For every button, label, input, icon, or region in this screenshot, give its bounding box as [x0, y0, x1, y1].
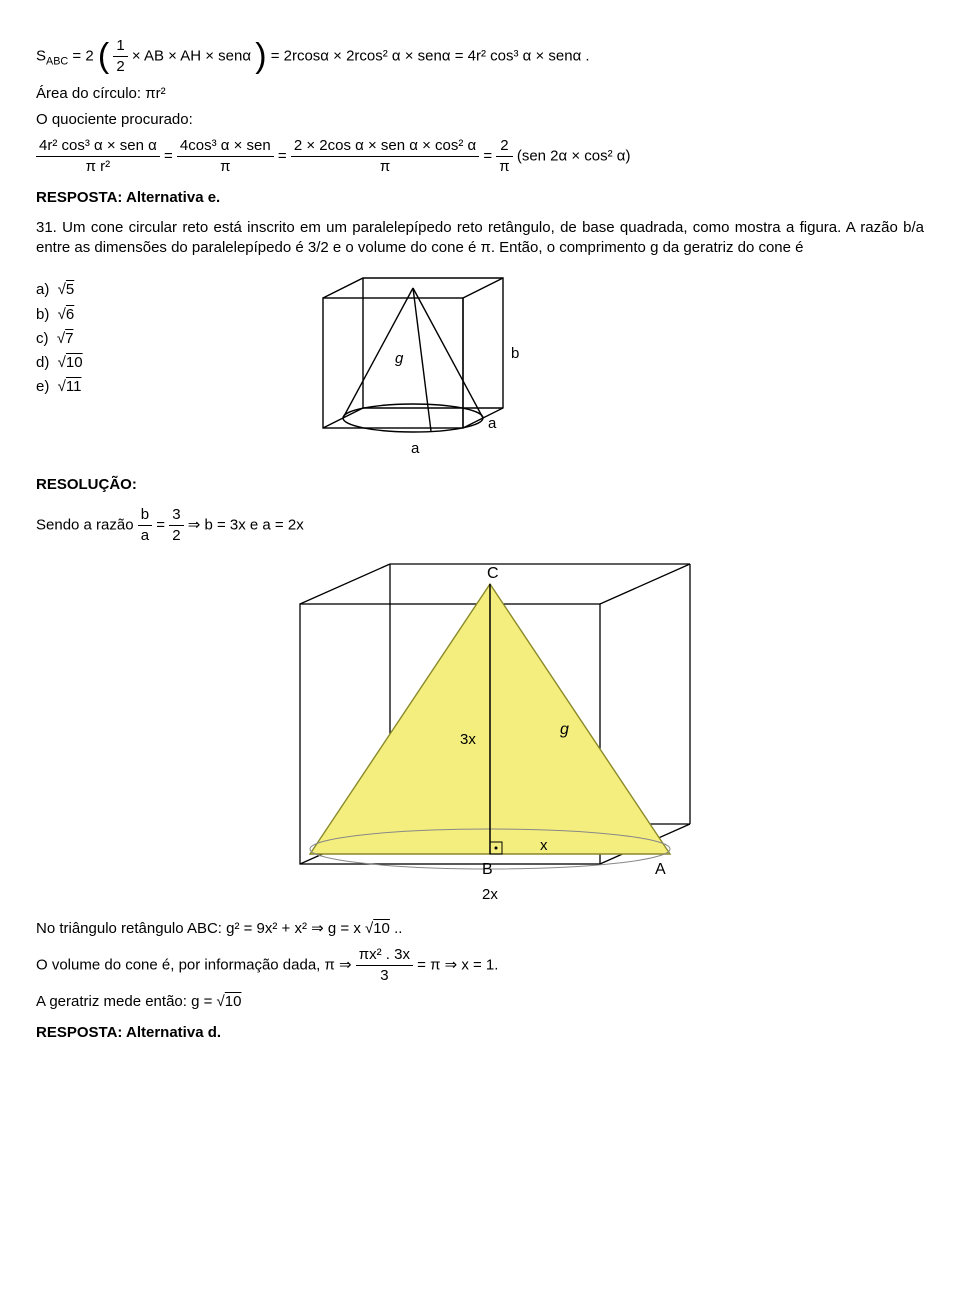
quotient-label: O quociente procurado:: [36, 110, 924, 130]
frac3: 2 × 2cos α × sen α × cos² α π: [291, 136, 479, 178]
frac-half: 1 2: [113, 36, 127, 78]
den: π: [291, 157, 479, 177]
option-b: b) √6: [36, 305, 83, 325]
den: π: [496, 157, 512, 177]
den: 3: [356, 966, 413, 986]
num: 4cos³ α × sen: [177, 136, 274, 157]
label-a-side: a: [488, 415, 497, 432]
label-b: b: [511, 345, 519, 362]
area-circle: Área do círculo: πr²: [36, 84, 924, 104]
label-A: A: [655, 861, 666, 878]
label-3x: 3x: [460, 731, 476, 748]
eq: =: [164, 148, 177, 165]
num: πx² . 3x: [356, 945, 413, 966]
paren-rest: × AB × AH × senα: [132, 48, 251, 65]
frac4: 2 π: [496, 136, 512, 178]
answer-e: RESPOSTA: Alternativa e.: [36, 188, 924, 208]
opt-val: 10: [66, 354, 83, 371]
opt-val: 11: [66, 378, 82, 395]
option-a: a) √5: [36, 280, 83, 300]
opt-val: 7: [65, 330, 73, 347]
den: a: [138, 526, 152, 546]
opt-label: d): [36, 354, 49, 371]
option-c: c) √7: [36, 329, 83, 349]
tri-text: No triângulo retângulo ABC: g² = 9x² + x…: [36, 920, 373, 937]
lhs: S: [36, 48, 46, 65]
den: π: [177, 157, 274, 177]
frac1: 4r² cos³ α × sen α π r²: [36, 136, 160, 178]
vol-pre: O volume do cone é, por informação dada,…: [36, 956, 356, 973]
den: 2: [169, 526, 183, 546]
triangle-line: No triângulo retângulo ABC: g² = 9x² + x…: [36, 919, 924, 939]
option-e: e) √11: [36, 377, 83, 397]
opt-label: b): [36, 306, 49, 323]
vol-frac: πx² . 3x 3: [356, 945, 413, 987]
eq-rest: = 2rcosα × 2rcos² α × senα = 4r² cos³ α …: [271, 48, 590, 65]
eq: =: [483, 148, 496, 165]
frac2: 4cos³ α × sen π: [177, 136, 274, 178]
equation-sabc: SABC = 2 ( 1 2 × AB × AH × senα ) = 2rco…: [36, 36, 924, 78]
opt-label: a): [36, 281, 49, 298]
num: b: [138, 505, 152, 526]
answer-d: RESPOSTA: Alternativa d.: [36, 1023, 924, 1043]
triangle-figure: C g 3x x B A 2x: [260, 554, 700, 904]
num: 2 × 2cos α × sen α × cos² α: [291, 136, 479, 157]
label-g: g: [395, 350, 404, 367]
opt-val: 6: [66, 306, 74, 323]
ratio-line: Sendo a razão b a = 3 2 ⇒ b = 3x e a = 2…: [36, 505, 924, 547]
num: 2: [496, 136, 512, 157]
label-2x: 2x: [482, 886, 498, 903]
options-figure-row: a) √5 b) √6 c) √7 d) √10 e) √11: [36, 268, 924, 464]
opt-label: c): [36, 330, 49, 347]
opt-val: 5: [66, 281, 74, 298]
opt-label: e): [36, 378, 49, 395]
volume-line: O volume do cone é, por informação dada,…: [36, 945, 924, 987]
cone-box-figure: g b a a: [303, 268, 533, 464]
eq-text: = 2: [72, 48, 93, 65]
ger-sqrt: 10: [225, 993, 242, 1010]
tri-dots: ..: [390, 920, 403, 937]
eq: =: [278, 148, 291, 165]
cone-box-svg: g b a a: [303, 268, 533, 458]
frac-32: 3 2: [169, 505, 183, 547]
eq: =: [156, 516, 169, 533]
question-31: 31. Um cone circular reto está inscrito …: [36, 218, 924, 259]
label-B: B: [482, 861, 493, 878]
option-d: d) √10: [36, 353, 83, 373]
frac-ba: b a: [138, 505, 152, 547]
fraction-chain: 4r² cos³ α × sen α π r² = 4cos³ α × sen …: [36, 136, 924, 178]
vol-tail: = π ⇒ x = 1.: [417, 956, 498, 973]
num: 4r² cos³ α × sen α: [36, 136, 160, 157]
num: 3: [169, 505, 183, 526]
label-x: x: [540, 837, 548, 854]
sub-abc: ABC: [46, 56, 68, 68]
num: 1: [113, 36, 127, 57]
den: π r²: [36, 157, 160, 177]
paren-close: ): [255, 41, 266, 72]
geratriz-line: A geratriz mede então: g = √10: [36, 992, 924, 1012]
label-C: C: [487, 565, 499, 582]
ratio-tail: ⇒ b = 3x e a = 2x: [188, 516, 304, 533]
resolution-heading: RESOLUÇÃO:: [36, 475, 924, 495]
label-g2: g: [560, 721, 569, 738]
tri-sqrt: 10: [373, 920, 390, 937]
paren-open: (: [98, 41, 109, 72]
triangle-figure-wrap: C g 3x x B A 2x: [36, 554, 924, 910]
ger-text: A geratriz mede então: g = √: [36, 993, 225, 1010]
label-a-bottom: a: [411, 440, 420, 457]
tail: (sen 2α × cos² α): [517, 148, 631, 165]
den: 2: [113, 57, 127, 77]
ratio-pre: Sendo a razão: [36, 516, 138, 533]
options-list: a) √5 b) √6 c) √7 d) √10 e) √11: [36, 276, 83, 401]
